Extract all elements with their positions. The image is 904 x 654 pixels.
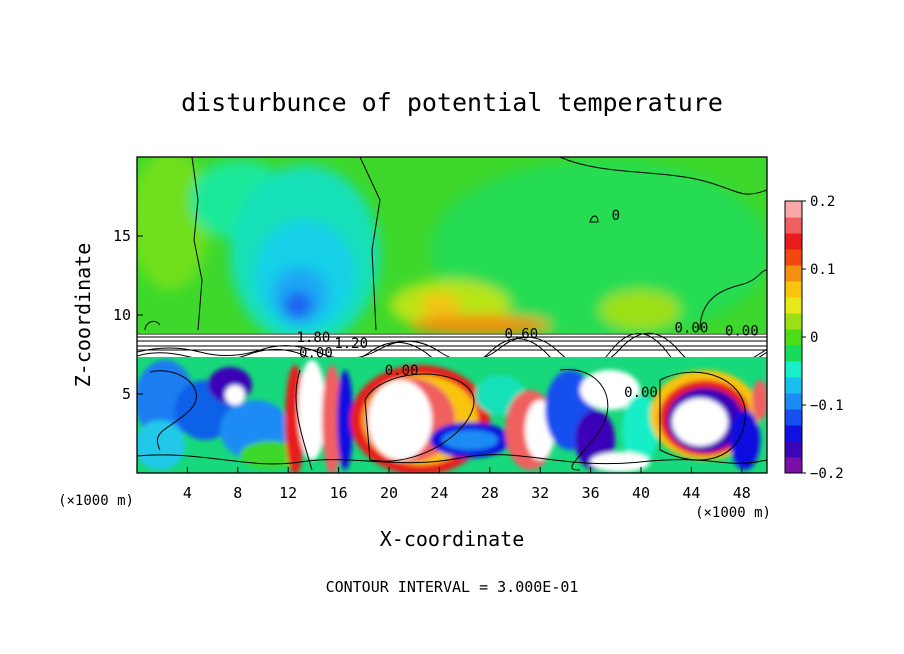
- colorbar-swatch: [785, 457, 802, 474]
- z-unit-label: (×1000 m): [58, 493, 134, 509]
- colorbar-swatch: [785, 329, 802, 346]
- colorbar: 0.2 0.1 0 −0.1 −0.2: [784, 194, 844, 482]
- contour-label: 0.00: [385, 363, 419, 379]
- x-axis: 4 8 12 16 20 24 28 32 36 40 44 48: [183, 467, 751, 502]
- colorbar-swatch: [785, 201, 802, 218]
- contour-interval-note: CONTOUR INTERVAL = 3.000E-01: [326, 578, 579, 596]
- contour-field: [137, 157, 767, 473]
- colorbar-tick-label: 0: [810, 330, 818, 346]
- chart-title: disturbunce of potential temperature: [181, 88, 723, 117]
- x-tick-label: 20: [380, 484, 398, 502]
- colorbar-swatch: [785, 393, 802, 410]
- contour-label: 0.00: [725, 324, 759, 340]
- x-tick-label: 40: [632, 484, 650, 502]
- x-tick-label: 12: [279, 484, 297, 502]
- x-axis-label: X-coordinate: [380, 527, 525, 551]
- x-tick-label: 36: [582, 484, 600, 502]
- colorbar-swatch: [785, 361, 802, 378]
- x-tick-label: 48: [733, 484, 751, 502]
- contour-label: 1.80: [297, 330, 331, 346]
- x-tick-label: 32: [531, 484, 549, 502]
- colorbar-swatch: [785, 377, 802, 394]
- contour-label: 0: [612, 208, 620, 224]
- contour-label: 0.00: [299, 346, 333, 362]
- colorbar-swatch: [785, 409, 802, 426]
- x-tick-label: 24: [430, 484, 448, 502]
- colorbar-swatch: [785, 441, 802, 458]
- y-tick-label: 10: [113, 306, 131, 324]
- x-tick-label: 16: [330, 484, 348, 502]
- y-axis-label: Z-coordinate: [71, 243, 95, 388]
- contour-label: 0.00: [675, 320, 709, 336]
- colorbar-swatch: [785, 425, 802, 442]
- x-tick-label: 4: [183, 484, 192, 502]
- colorbar-tick-label: 0.1: [810, 262, 835, 278]
- colorbar-swatch: [785, 233, 802, 250]
- y-tick-label: 15: [113, 227, 131, 245]
- colorbar-swatch: [785, 313, 802, 330]
- colorbar-swatch: [785, 217, 802, 234]
- x-tick-label: 44: [682, 484, 700, 502]
- colorbar-tick-label: −0.1: [810, 398, 844, 414]
- colorbar-swatch: [785, 265, 802, 282]
- colorbar-tick-label: −0.2: [810, 466, 844, 482]
- y-tick-label: 5: [122, 385, 131, 403]
- x-unit-label: (×1000 m): [695, 505, 771, 521]
- y-axis: 5 10 15: [113, 227, 143, 403]
- colorbar-swatch: [785, 249, 802, 266]
- colorbar-swatch: [785, 297, 802, 314]
- contour-label: 0.60: [504, 327, 538, 343]
- x-tick-label: 8: [233, 484, 242, 502]
- x-tick-label: 28: [481, 484, 499, 502]
- colorbar-swatch: [785, 281, 802, 298]
- contour-label: 1.20: [334, 336, 368, 352]
- contour-label: 0.00: [624, 385, 658, 401]
- colorbar-tick-label: 0.2: [810, 194, 835, 210]
- colorbar-swatch: [785, 345, 802, 362]
